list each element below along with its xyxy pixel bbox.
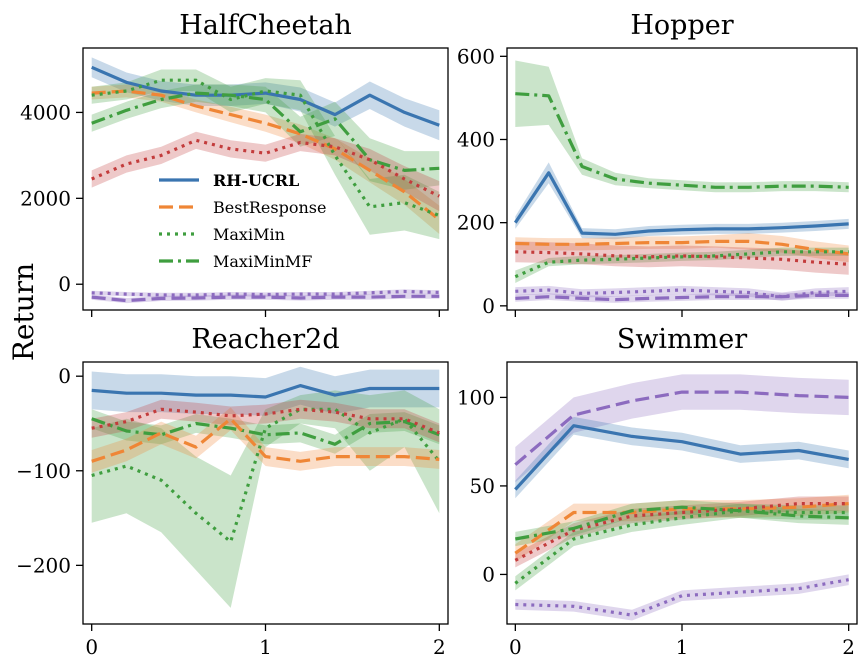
series-line-5: [514, 509, 849, 585]
series-line-0: [515, 92, 849, 189]
series-band-1: [515, 162, 849, 240]
legend-label: MaxiMinMF: [213, 252, 312, 271]
series-line-3: [91, 91, 440, 172]
series-band-0: [515, 374, 849, 483]
y-tick-label: 400: [457, 127, 495, 151]
y-tick-label: 600: [457, 44, 495, 68]
chart-title: Swimmer: [617, 324, 747, 355]
panel-hopper: Hopper 0 200 400 600: [457, 10, 858, 318]
y-tick-label: 4000: [20, 100, 71, 124]
x-tick-label: 1: [676, 635, 689, 659]
series-line-2: [514, 502, 849, 555]
x-tick-label: 2: [433, 635, 446, 659]
series-line-3: [514, 250, 849, 279]
series-band-6: [91, 289, 440, 298]
plot-area: [514, 374, 849, 621]
y-axis-label: Return: [7, 263, 40, 361]
panel-swimmer: Swimmer 0 50 100 0 1 2: [457, 324, 858, 659]
y-tick-label: 50: [470, 474, 495, 498]
plot-area: [513, 60, 849, 303]
series-line-4: [91, 407, 440, 435]
series-line-0: [91, 65, 440, 127]
x-tick-label: 1: [259, 635, 272, 659]
plot-area: [91, 57, 441, 304]
series-line-1: [91, 89, 441, 222]
y-tick-label: 100: [457, 385, 495, 409]
x-tick-label: 0: [85, 635, 98, 659]
series-band-1: [91, 390, 440, 608]
series-line-2: [91, 78, 440, 218]
panel-reacher2d: Reacher2d −200 −100 0 0 1 2: [16, 324, 449, 659]
series-line-4: [91, 138, 441, 198]
series-band-3: [515, 496, 849, 568]
series-line-3: [514, 502, 849, 562]
series-band-2: [515, 233, 849, 263]
series-line-6: [515, 293, 849, 302]
panels: HalfCheetah020004000RH-UCRLBestResponseM…: [16, 10, 858, 659]
series-line-0: [91, 384, 440, 399]
series-line-3: [91, 417, 440, 463]
legend: RH-UCRL BestResponse MaxiMin MaxiMinMF: [159, 171, 326, 271]
y-tick-label: 0: [58, 272, 71, 296]
panel-halfcheetah: HalfCheetah 0 2000 4000 RH-UCRL BestResponse M…: [20, 10, 449, 317]
series-band-2: [91, 69, 440, 240]
series-band-3: [91, 407, 440, 473]
y-tick-label: 200: [457, 211, 495, 235]
series-line-4: [515, 505, 849, 541]
series-line-2: [515, 239, 849, 256]
chart-title: HalfCheetah: [179, 10, 352, 41]
y-tick-label: 2000: [20, 186, 71, 210]
y-tick-label: 0: [482, 562, 495, 586]
series-line-1: [513, 171, 849, 236]
series-band-5: [515, 503, 849, 591]
series-line-6: [515, 578, 849, 617]
series-band-0: [515, 60, 849, 193]
series-band-0: [91, 366, 440, 416]
legend-label: RH-UCRL: [213, 171, 299, 190]
chart-title: Hopper: [630, 10, 733, 41]
series-line-1: [514, 424, 849, 491]
y-tick-label: 0: [58, 364, 71, 388]
series-line-6: [91, 289, 440, 297]
series-band-3: [515, 247, 849, 283]
series-line-5: [91, 294, 440, 303]
series-band-0: [91, 57, 440, 141]
chart-title: Reacher2d: [191, 324, 339, 355]
x-tick-label: 2: [842, 635, 855, 659]
series-band-1: [515, 416, 849, 499]
legend-label: BestResponse: [213, 198, 326, 217]
x-tick-label: 0: [509, 635, 522, 659]
series-line-2: [91, 417, 440, 446]
y-tick-label: 0: [482, 294, 495, 318]
y-tick-label: −100: [16, 459, 71, 483]
series-band-4: [91, 131, 440, 212]
plot-area: [91, 366, 441, 608]
series-band-6: [515, 574, 849, 621]
y-tick-label: −200: [16, 553, 71, 577]
legend-label: MaxiMin: [213, 225, 285, 244]
series-line-0: [514, 390, 849, 466]
